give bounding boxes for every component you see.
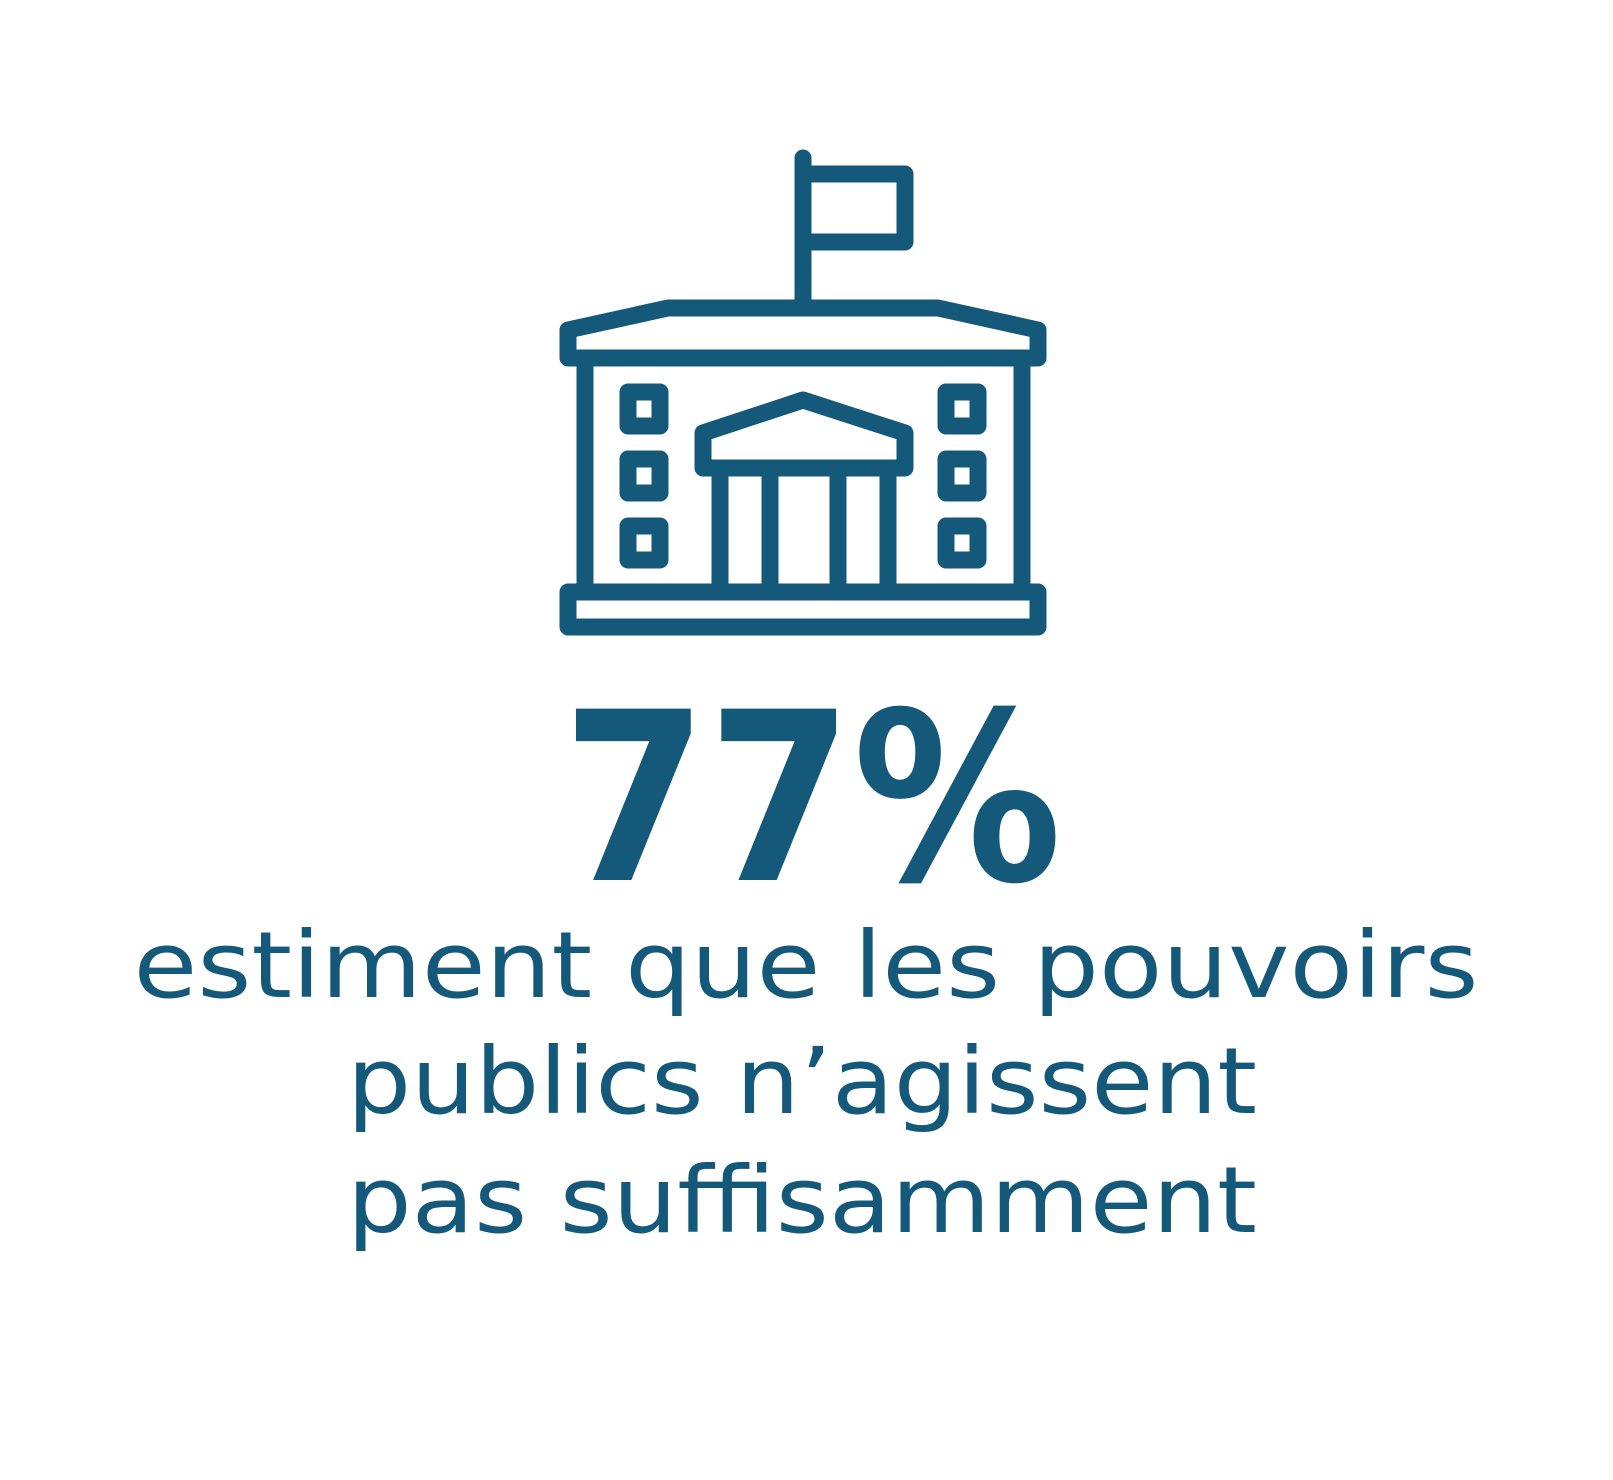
pediment	[694, 391, 914, 477]
columns	[711, 459, 897, 601]
caption-line: pas suffisamment	[347, 1147, 1257, 1254]
roof	[559, 299, 1047, 367]
flag	[794, 149, 914, 309]
caption-line: estiment que les pouvoirs	[134, 912, 1479, 1019]
caption-line: publics n’agissent	[347, 1028, 1257, 1135]
walls	[576, 349, 1031, 601]
stat: 77%	[562, 663, 1062, 936]
windows	[619, 383, 987, 569]
base	[559, 583, 1047, 636]
building-icon	[559, 149, 1047, 636]
